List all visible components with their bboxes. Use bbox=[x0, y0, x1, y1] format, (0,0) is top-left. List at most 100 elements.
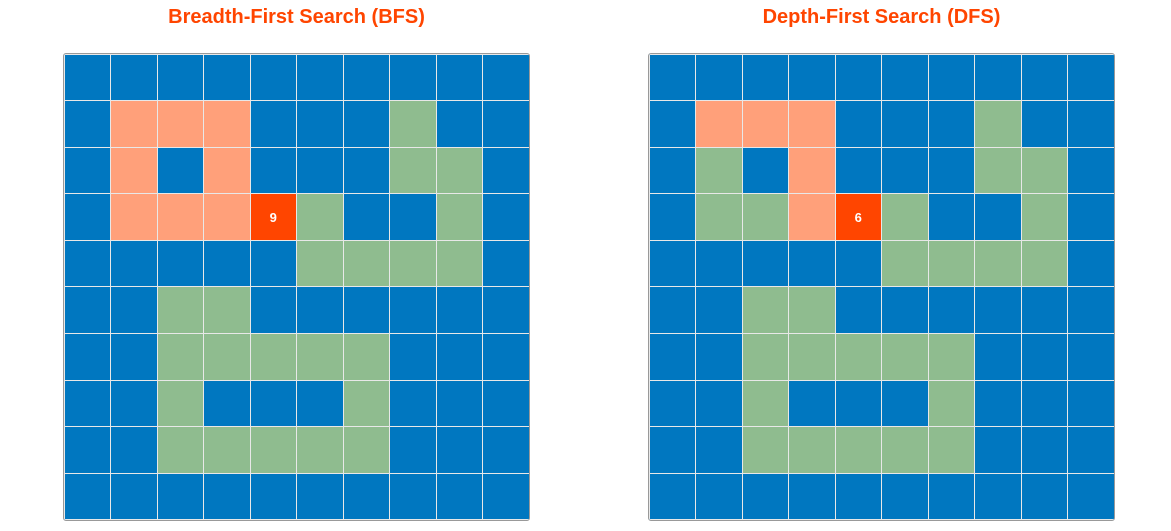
grid-cell bbox=[110, 100, 158, 148]
grid-cell bbox=[389, 426, 437, 474]
panel-title: Depth-First Search (DFS) bbox=[762, 6, 1001, 28]
grid-cell bbox=[435, 146, 483, 195]
grid-cell bbox=[389, 239, 437, 288]
grid-cell bbox=[1067, 286, 1114, 335]
panel: Depth-First Search (DFS) 6 bbox=[648, 0, 1115, 531]
grid-cell bbox=[788, 333, 836, 381]
grid-cell bbox=[927, 426, 975, 474]
grid-cell bbox=[834, 239, 882, 288]
grid-cell bbox=[389, 286, 437, 335]
grid-cell bbox=[64, 239, 111, 288]
grid-cell bbox=[1020, 193, 1068, 241]
grid-cell bbox=[1020, 239, 1068, 288]
grid-cell bbox=[788, 146, 836, 195]
grid-cell bbox=[64, 333, 111, 381]
grid-cell bbox=[342, 239, 390, 288]
grid-cell bbox=[649, 239, 696, 288]
grid-cell bbox=[927, 239, 975, 288]
grid-cell bbox=[974, 193, 1022, 241]
grid-cell bbox=[927, 286, 975, 335]
grid-cell bbox=[741, 379, 789, 428]
grid-cell bbox=[927, 54, 975, 102]
grid-cell bbox=[649, 193, 696, 241]
grid-cell bbox=[1020, 379, 1068, 428]
grid-cell bbox=[110, 146, 158, 195]
grid-cell bbox=[296, 426, 344, 474]
grid-cell bbox=[834, 379, 882, 428]
grid-cell bbox=[64, 379, 111, 428]
panel-title: Breadth-First Search (BFS) bbox=[168, 6, 425, 28]
grid-cell bbox=[389, 193, 437, 241]
grid-cell bbox=[389, 100, 437, 148]
grid-cell bbox=[156, 239, 204, 288]
grid-cell bbox=[881, 333, 929, 381]
grid-cell bbox=[435, 426, 483, 474]
grid-cell bbox=[249, 333, 297, 381]
grid-cell bbox=[695, 193, 743, 241]
grid-cell bbox=[974, 239, 1022, 288]
grid-cell bbox=[741, 100, 789, 148]
grid-cell bbox=[881, 54, 929, 102]
grid-cell bbox=[342, 379, 390, 428]
grid-cell bbox=[64, 286, 111, 335]
grid-cell bbox=[741, 472, 789, 520]
grid-cell bbox=[342, 193, 390, 241]
grid-cell bbox=[695, 472, 743, 520]
grid-cell bbox=[156, 146, 204, 195]
grid-cell bbox=[788, 193, 836, 241]
grid-cell bbox=[110, 193, 158, 241]
grid-cell bbox=[296, 286, 344, 335]
grid-cell bbox=[435, 472, 483, 520]
grid-cell bbox=[741, 333, 789, 381]
grid-cell bbox=[482, 54, 529, 102]
grid-cell bbox=[203, 426, 251, 474]
grid-cell bbox=[1067, 333, 1114, 381]
grid-cell bbox=[389, 54, 437, 102]
grid-cell bbox=[296, 54, 344, 102]
grid-cell bbox=[389, 146, 437, 195]
grid-cell bbox=[927, 146, 975, 195]
grid-cell bbox=[342, 286, 390, 335]
grid-cell bbox=[788, 239, 836, 288]
grid-cell bbox=[203, 333, 251, 381]
grid-cell bbox=[64, 54, 111, 102]
grid-cell bbox=[203, 146, 251, 195]
grid-cell bbox=[1067, 472, 1114, 520]
grid-cell bbox=[695, 100, 743, 148]
grid-cell bbox=[110, 379, 158, 428]
grid-cell bbox=[249, 472, 297, 520]
grid-cell bbox=[741, 426, 789, 474]
grid-cell bbox=[203, 286, 251, 335]
grid-cell bbox=[249, 379, 297, 428]
grid-cell bbox=[834, 286, 882, 335]
grid-cell bbox=[64, 193, 111, 241]
grid-cell bbox=[156, 333, 204, 381]
grid-cell bbox=[249, 54, 297, 102]
grid-cell bbox=[881, 472, 929, 520]
grid-cell bbox=[788, 100, 836, 148]
grid-cell bbox=[974, 426, 1022, 474]
panel: Breadth-First Search (BFS) 9 bbox=[63, 0, 530, 531]
grid-cell bbox=[435, 286, 483, 335]
grid-cell bbox=[156, 54, 204, 102]
grid-cell bbox=[389, 333, 437, 381]
grid-cell bbox=[881, 146, 929, 195]
grid-cell bbox=[1067, 146, 1114, 195]
grid-cell bbox=[203, 54, 251, 102]
grid-cell bbox=[974, 286, 1022, 335]
grid-cell bbox=[249, 286, 297, 335]
grid-cell bbox=[741, 54, 789, 102]
grid-cell bbox=[110, 472, 158, 520]
grid-cell bbox=[927, 379, 975, 428]
grid-cell bbox=[1020, 426, 1068, 474]
grid-cell bbox=[649, 333, 696, 381]
grid-cell bbox=[695, 146, 743, 195]
grid-cell bbox=[389, 379, 437, 428]
grid-cell bbox=[296, 472, 344, 520]
grid-cell bbox=[156, 379, 204, 428]
grid-cell bbox=[1067, 239, 1114, 288]
grid-cell bbox=[482, 379, 529, 428]
grid-cell bbox=[203, 239, 251, 288]
grid-cell bbox=[649, 379, 696, 428]
grid-cell bbox=[974, 472, 1022, 520]
